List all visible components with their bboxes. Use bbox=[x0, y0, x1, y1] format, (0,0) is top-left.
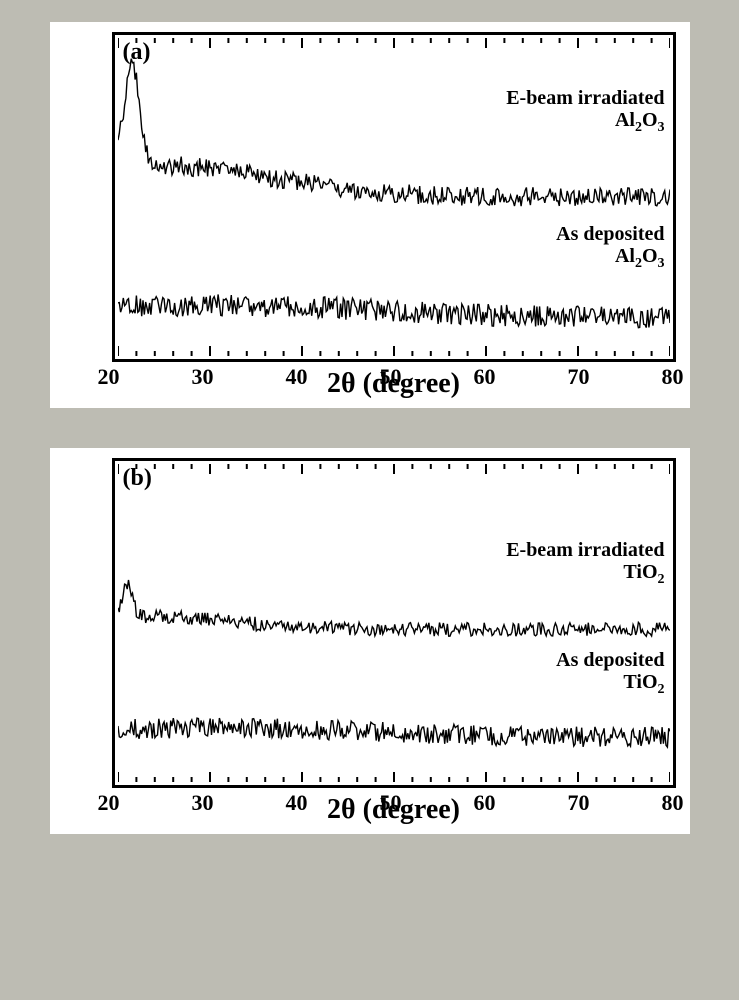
xrd-trace bbox=[118, 295, 670, 328]
panel-b-chart-area: (b) E-beam irradiated TiO2 As deposited … bbox=[112, 458, 676, 788]
figure-page: Intensity (a. u.) (a) E-beam irradiated … bbox=[0, 0, 739, 1000]
xrd-trace bbox=[118, 59, 670, 207]
chart-svg bbox=[118, 38, 670, 356]
chart-svg bbox=[118, 464, 670, 782]
xrd-trace bbox=[118, 718, 670, 747]
panel-a-wrap: Intensity (a. u.) (a) E-beam irradiated … bbox=[50, 22, 690, 408]
xrd-trace bbox=[118, 580, 670, 636]
panel-b-wrap: Intensity (a. u.) (b) E-beam irradiated … bbox=[50, 448, 690, 834]
panel-a-chart-area: (a) E-beam irradiated Al2O3 As deposited… bbox=[112, 32, 676, 362]
